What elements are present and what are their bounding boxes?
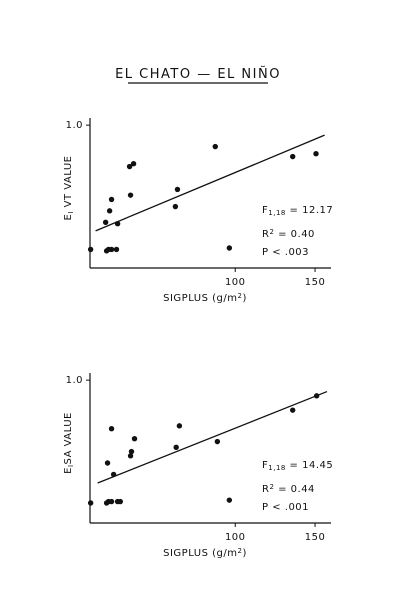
annotation: P < .001 <box>262 502 309 513</box>
point <box>104 460 111 466</box>
point <box>108 426 115 432</box>
point <box>174 186 181 193</box>
point <box>173 444 179 450</box>
point <box>172 203 179 210</box>
text-part: SIGPLUS (g/m <box>163 293 237 304</box>
regression-line <box>95 134 325 232</box>
text-part: SIGPLUS (g/m <box>163 548 237 559</box>
point <box>289 407 296 413</box>
x-tick-label: 150 <box>305 277 326 288</box>
point <box>87 246 94 253</box>
point <box>127 192 134 198</box>
point <box>313 393 320 399</box>
point <box>212 143 218 150</box>
text-part: F <box>262 460 268 471</box>
text-part: 2 <box>237 547 242 555</box>
y-tick-label: 1.0 <box>66 120 83 131</box>
point <box>131 436 138 442</box>
point <box>114 221 121 227</box>
point <box>130 161 137 167</box>
annotation: F1,18 = 14.45 <box>262 460 333 472</box>
text-part: ) <box>242 293 246 304</box>
text-part: = 0.44 <box>274 484 315 495</box>
text-part: 2 <box>269 228 274 236</box>
point <box>113 246 120 253</box>
x-tick-label: 100 <box>225 532 246 543</box>
x-axis-label: SIGPLUS (g/m2) <box>163 547 247 559</box>
text-part: 1,18 <box>268 464 286 472</box>
text-part: 1,18 <box>268 209 286 217</box>
point <box>87 500 94 506</box>
y-axis-label: EISA VALUE <box>63 412 75 474</box>
annotation: F1,18 = 12.17 <box>262 205 333 217</box>
annotation: R2 = 0.40 <box>262 228 315 240</box>
point <box>226 245 233 251</box>
point <box>226 497 233 503</box>
text-part: E <box>63 214 74 221</box>
text-part: 2 <box>269 483 274 491</box>
annotation: P < .003 <box>262 247 309 258</box>
text-part: SA VALUE <box>63 412 74 464</box>
text-part: = 0.40 <box>274 229 315 240</box>
point <box>108 498 115 505</box>
point <box>108 196 115 203</box>
point <box>127 453 134 459</box>
point <box>289 153 296 160</box>
point <box>110 471 117 478</box>
point <box>106 208 113 214</box>
x-tick-label: 150 <box>305 532 326 543</box>
regression-line <box>97 390 328 484</box>
point <box>117 498 124 505</box>
point <box>108 246 115 253</box>
text-part: R <box>262 484 269 495</box>
text-part: = 14.45 <box>286 460 333 471</box>
y-axis-label: EI VT VALUE <box>63 156 75 221</box>
text-part: 2 <box>237 292 242 300</box>
text-part: E <box>63 467 74 474</box>
y-tick-label: 1.0 <box>66 375 83 386</box>
point <box>126 163 133 170</box>
point <box>128 448 135 455</box>
text-part: I <box>67 211 75 214</box>
text-part: I <box>67 464 75 467</box>
text-part: VT VALUE <box>63 156 74 212</box>
x-tick-label: 100 <box>225 277 246 288</box>
x-axis-label: SIGPLUS (g/m2) <box>163 292 247 304</box>
text-part: F <box>262 205 268 216</box>
point <box>214 438 221 445</box>
point <box>102 219 109 225</box>
annotation: R2 = 0.44 <box>262 483 315 495</box>
text-part: R <box>262 229 269 240</box>
text-part: ) <box>242 548 246 559</box>
page-title: EL CHATO — EL NIÑO <box>115 66 281 82</box>
point <box>313 151 319 157</box>
point <box>176 423 183 429</box>
text-part: P < .001 <box>262 502 309 513</box>
text-part: P < .003 <box>262 247 309 258</box>
text-part: = 12.17 <box>286 205 333 216</box>
